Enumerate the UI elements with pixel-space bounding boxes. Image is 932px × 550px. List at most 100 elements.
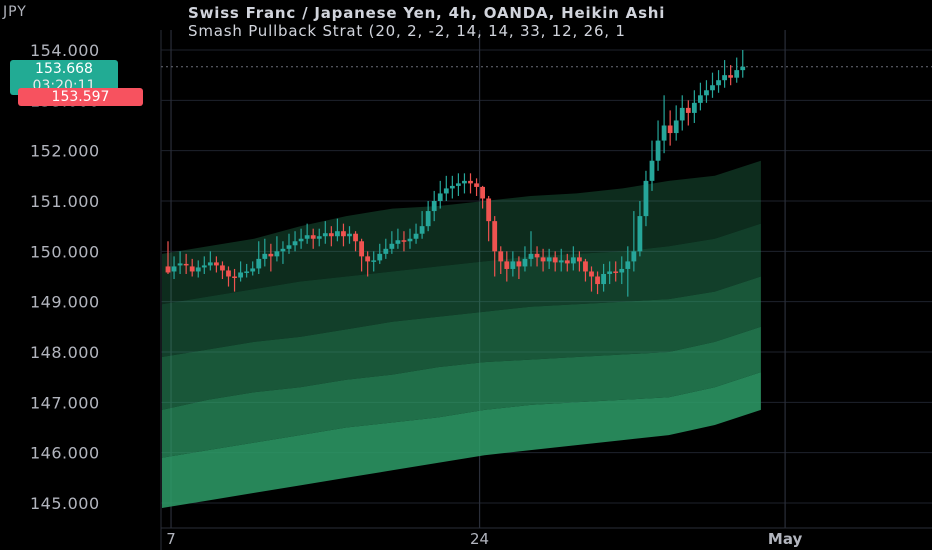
candle-body xyxy=(256,258,262,269)
candle-body xyxy=(425,211,431,227)
candle-body xyxy=(304,235,310,239)
candle-body xyxy=(377,253,383,261)
candle-body xyxy=(607,271,613,274)
candle-body xyxy=(583,261,588,272)
candle-body xyxy=(341,231,346,237)
y-tick-label: 152.000 xyxy=(30,142,100,161)
symbol-title[interactable]: Swiss Franc / Japanese Yen, 4h, OANDA, H… xyxy=(188,4,666,22)
candle-body xyxy=(667,125,673,134)
candle-body xyxy=(407,238,413,242)
x-tick-label: 24 xyxy=(470,530,489,548)
candle-body xyxy=(443,188,449,194)
candle-body xyxy=(316,236,322,239)
candle-body xyxy=(552,257,558,263)
candle-body xyxy=(310,235,316,239)
y-tick-label: 151.000 xyxy=(30,192,100,211)
band-layer xyxy=(162,372,761,508)
candle-body xyxy=(704,90,709,96)
candle-body xyxy=(371,260,377,262)
candle-body xyxy=(468,180,473,184)
candle-body xyxy=(546,257,552,262)
band-layer xyxy=(162,223,761,357)
candle-body xyxy=(728,75,734,78)
candle-body xyxy=(734,70,740,78)
y-tick-label: 147.000 xyxy=(30,393,100,412)
candle-body xyxy=(365,256,371,262)
candle-body xyxy=(564,260,570,264)
candle-body xyxy=(298,238,304,242)
candle-body xyxy=(534,253,540,258)
y-tick-label: 145.000 xyxy=(30,494,100,513)
y-tick-label: 149.000 xyxy=(30,293,100,312)
candle-body xyxy=(710,85,715,91)
candle-body xyxy=(685,107,691,113)
candle-body xyxy=(274,251,280,257)
indicator-title[interactable]: Smash Pullback Strat (20, 2, -2, 14, 14,… xyxy=(188,22,626,40)
candle-body xyxy=(449,185,455,189)
candle-body xyxy=(613,271,619,273)
candle-body xyxy=(286,245,292,249)
candle-body xyxy=(347,233,352,237)
candle-body xyxy=(171,266,177,272)
candle-body xyxy=(474,183,479,187)
candle-body xyxy=(698,95,703,103)
candle-body xyxy=(589,271,594,277)
candle-body xyxy=(431,201,437,212)
candle-body xyxy=(619,268,625,273)
candle-body xyxy=(691,102,697,113)
candle-body xyxy=(244,271,250,273)
red-price-badge: 153.597 xyxy=(18,88,143,106)
candle-body xyxy=(577,257,582,262)
candle-body xyxy=(516,261,522,267)
candle-body xyxy=(655,140,661,161)
candle-body xyxy=(359,241,364,257)
band-layer xyxy=(162,326,761,458)
candle-body xyxy=(189,266,195,272)
candle-body xyxy=(492,221,498,252)
candle-body xyxy=(250,268,256,272)
candle-body xyxy=(395,240,401,244)
candle-body xyxy=(643,180,649,217)
candle-body xyxy=(335,231,340,237)
candle-body xyxy=(661,125,667,141)
candle-body xyxy=(214,262,219,266)
candle-body xyxy=(722,75,727,81)
candle-body xyxy=(413,233,419,239)
candle-body xyxy=(183,263,189,266)
candle-body xyxy=(292,241,298,246)
candle-body xyxy=(207,262,213,266)
candle-body xyxy=(328,233,334,237)
candle-body xyxy=(456,183,461,186)
candle-body xyxy=(631,251,637,262)
candle-body xyxy=(716,80,721,86)
candle-body xyxy=(419,226,425,234)
candle-body xyxy=(437,193,443,201)
candle-body xyxy=(280,248,286,252)
band-layer xyxy=(162,160,761,305)
candle-body xyxy=(486,198,492,222)
candle-body xyxy=(504,261,510,269)
candle-body xyxy=(649,160,655,181)
candle-body xyxy=(262,253,268,259)
candle-body xyxy=(232,276,237,278)
candle-body xyxy=(595,276,600,285)
currency-label: JPY xyxy=(3,4,27,20)
candle-body xyxy=(558,260,564,263)
candle-body xyxy=(625,261,631,269)
candle-body xyxy=(570,257,576,264)
candle-body xyxy=(353,233,358,242)
candle-body xyxy=(522,258,528,267)
candle-body xyxy=(679,107,685,121)
candle-body xyxy=(268,253,274,257)
candle-body xyxy=(220,265,225,271)
candle-body xyxy=(238,272,243,278)
candle-body xyxy=(740,66,746,71)
candle-body xyxy=(165,266,171,273)
candle-body xyxy=(510,261,516,269)
candle-body xyxy=(637,216,643,252)
y-tick-label: 150.000 xyxy=(30,242,100,261)
y-tick-label: 146.000 xyxy=(30,444,100,463)
y-tick-label: 148.000 xyxy=(30,343,100,362)
